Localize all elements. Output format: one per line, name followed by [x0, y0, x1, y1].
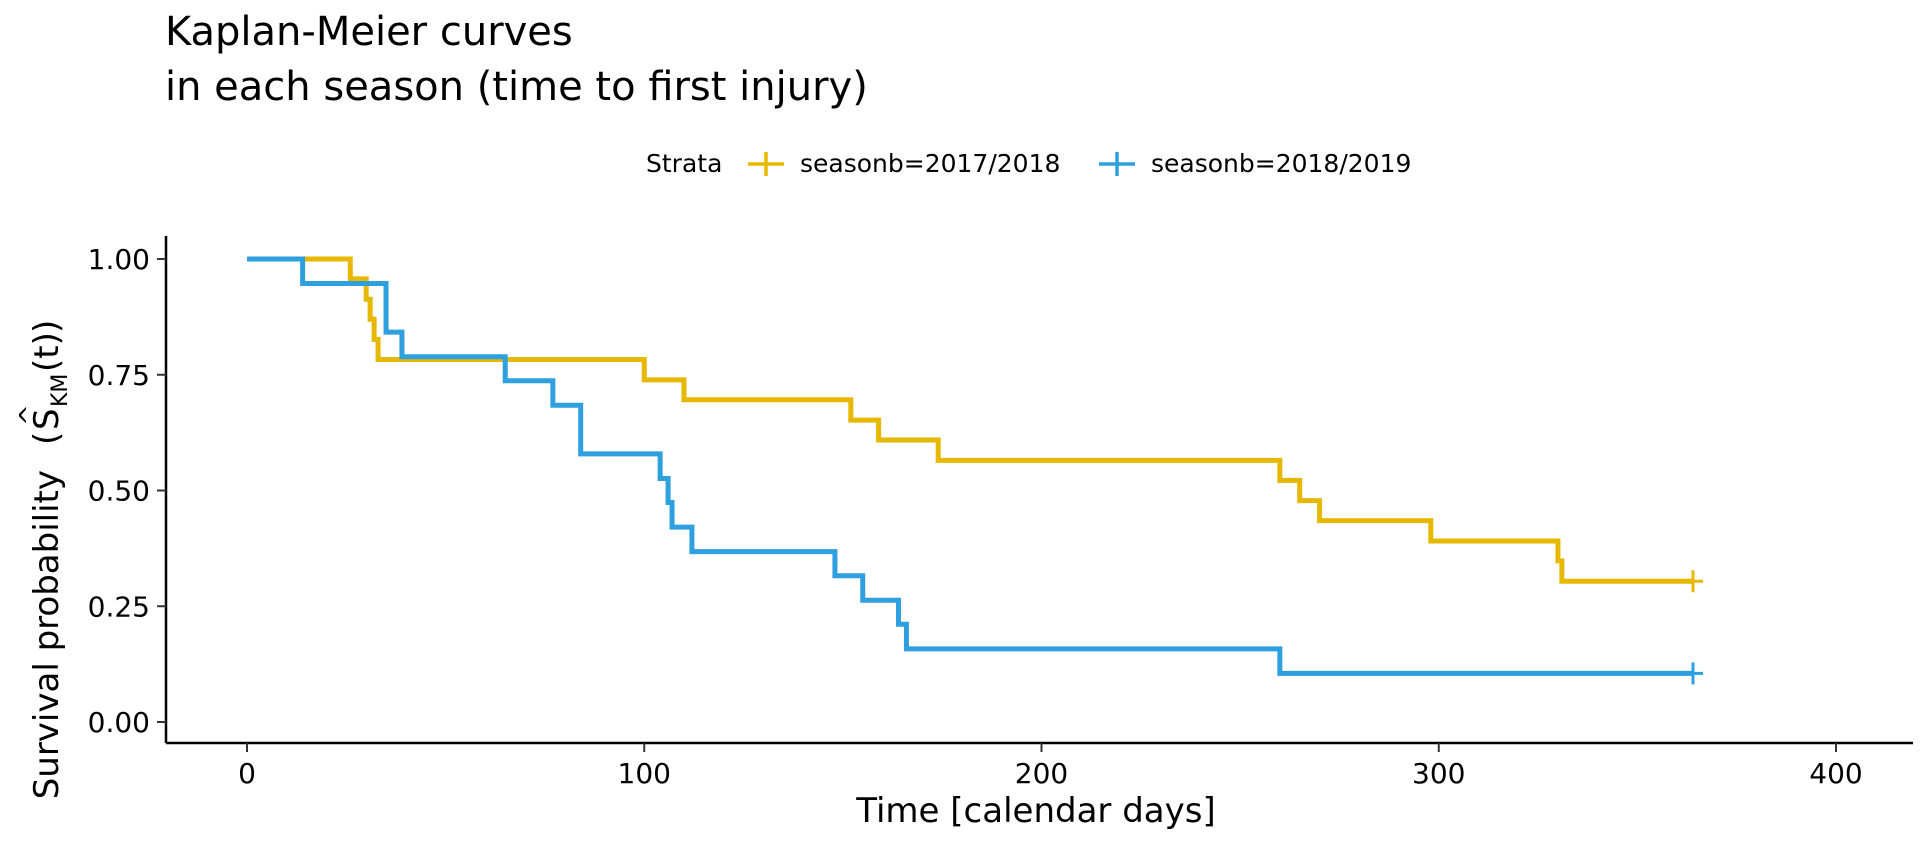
km-curve-1	[247, 256, 1693, 584]
x-tick-label: 100	[618, 757, 671, 790]
x-tick-label: 300	[1412, 757, 1465, 790]
y-tick-label: 0.75	[88, 359, 150, 392]
legend-key-2017-2018	[748, 152, 784, 176]
y-axis-math-hat: ^	[15, 404, 45, 426]
legend-label-2017-2018: seasonb=2017/2018	[800, 149, 1060, 178]
y-tick-label: 0.25	[88, 590, 150, 623]
chart-subtitle: in each season (time to first injury)	[165, 64, 868, 110]
legend-key-2018-2019	[1099, 152, 1135, 176]
y-tick-label: 0.50	[88, 475, 150, 508]
x-tick-label: 0	[238, 757, 256, 790]
y-axis-paren-close: )	[27, 320, 67, 333]
y-axis-paren-open: (	[27, 432, 67, 445]
y-tick-label: 0.00	[88, 706, 150, 739]
legend-label-2018-2019: seasonb=2018/2019	[1151, 149, 1411, 178]
axes: 0 100 200 300 400 0.00 0.25 0.50 0.75 1.00	[88, 236, 1913, 790]
x-tick-label: 200	[1015, 757, 1068, 790]
x-axis-title: Time [calendar days]	[855, 791, 1215, 831]
x-tick-label: 400	[1809, 757, 1862, 790]
y-axis-math-arg: (t)	[27, 332, 67, 372]
legend: Strata seasonb=2017/2018 seasonb=2018/20…	[646, 149, 1411, 178]
y-axis-title-group: Survival probability ( S ^ KM (t) )	[15, 320, 73, 800]
chart-title: Kaplan-Meier curves	[165, 9, 573, 55]
y-axis-title: Survival probability	[27, 470, 67, 799]
y-tick-label: 1.00	[88, 243, 150, 276]
series-layer	[247, 256, 1703, 685]
y-axis-math-subscript: KM	[48, 374, 73, 407]
legend-title: Strata	[646, 149, 722, 178]
km-curve-2	[247, 256, 1693, 676]
y-axis-math-symbol: S	[27, 408, 67, 430]
